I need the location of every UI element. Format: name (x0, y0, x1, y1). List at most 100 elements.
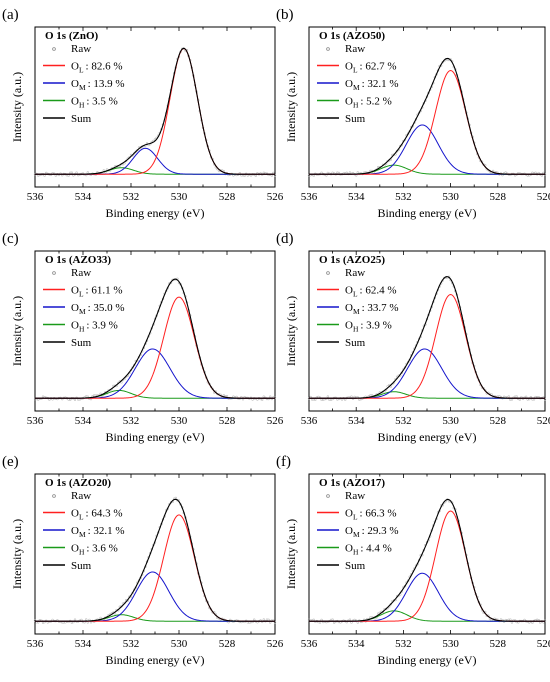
panel-label: (f) (276, 454, 291, 470)
raw-point (314, 398, 317, 401)
y-axis-label: Intensity (a.u.) (284, 519, 298, 589)
component-curve-om (309, 124, 545, 175)
legend-subscript: L (79, 66, 84, 75)
legend-entry: OL: 66.3 % (317, 508, 397, 522)
x-tick-label: 532 (395, 415, 412, 427)
legend-subscript: M (79, 307, 86, 316)
x-tick-label: 528 (219, 415, 236, 427)
chart-title: O 1s (AZO33) (45, 254, 111, 266)
sum-curve (309, 498, 545, 622)
chart-title: O 1s (AZO17) (319, 477, 385, 489)
raw-point (509, 618, 512, 621)
legend-letter: O (345, 525, 353, 537)
legend-label: Raw (71, 43, 91, 55)
x-tick-label: 534 (75, 415, 92, 427)
x-tick-label: 536 (301, 638, 318, 650)
raw-point (348, 171, 352, 174)
legend-marker (326, 271, 330, 275)
raw-point (350, 395, 353, 398)
x-tick-label: 532 (123, 638, 140, 650)
legend-entry: OM: 35.0 % (43, 302, 125, 316)
legend-subscript: H (79, 325, 85, 334)
legend-subscript: M (353, 307, 360, 316)
raw-point (515, 395, 518, 398)
chart-panel: (f) 536 534 532 530 528 526 Binding energy (eV)… (276, 454, 550, 667)
legend-entry: Sum (317, 560, 366, 572)
legend-label: OM: 29.3 % (345, 525, 399, 539)
raw-point (542, 171, 545, 175)
legend-entry: Sum (317, 113, 366, 125)
legend-entry: OH: 3.5 % (43, 96, 118, 110)
legend-subscript: M (353, 530, 360, 539)
legend-letter: O (71, 508, 79, 520)
legend-subscript: H (353, 325, 359, 334)
raw-point (318, 621, 322, 624)
legend-label: Sum (345, 113, 366, 125)
legend-value: : 35.0 % (88, 302, 125, 314)
raw-point (243, 174, 246, 178)
x-tick-label: 530 (442, 191, 459, 203)
raw-point (350, 621, 353, 624)
legend-entry: OL: 62.4 % (317, 285, 397, 299)
raw-point (524, 395, 528, 399)
raw-point (356, 621, 359, 624)
x-tick-label: 534 (348, 415, 365, 427)
legend-entry: Raw (52, 490, 91, 502)
legend-entry: Sum (43, 560, 92, 572)
raw-data-points (307, 498, 547, 624)
legend-label: Raw (345, 43, 365, 55)
raw-point (36, 621, 40, 624)
legend-subscript: L (353, 290, 358, 299)
x-tick-label: 526 (537, 415, 550, 427)
legend-letter: O (345, 508, 353, 520)
x-tick-label: 536 (27, 415, 44, 427)
legend-label: OL: 66.3 % (345, 508, 397, 522)
raw-data-points (307, 275, 547, 401)
legend-entry: OH: 3.9 % (43, 320, 118, 334)
raw-point (262, 395, 265, 398)
legend-label: Sum (71, 560, 92, 572)
legend-letter: O (71, 320, 79, 332)
x-tick-label: 526 (267, 191, 284, 203)
legend-entry: OL: 61.1 % (43, 285, 123, 299)
raw-point (68, 398, 72, 402)
legend-label: OL: 64.3 % (71, 508, 123, 522)
raw-point (73, 618, 77, 621)
raw-point (518, 398, 522, 401)
chart-panel: (b) 536 534 532 530 528 526 Binding energy (eV)… (276, 7, 550, 220)
x-tick-label: 536 (301, 415, 318, 427)
legend-letter: O (71, 61, 79, 73)
legend-entry: OL: 64.3 % (43, 508, 123, 522)
component-curve-om (35, 571, 275, 622)
legend-label: Sum (345, 337, 366, 349)
legend-letter: O (345, 302, 353, 314)
component-curve-oh (35, 389, 275, 399)
x-tick-label: 532 (395, 638, 412, 650)
x-axis-label: Binding energy (eV) (105, 653, 204, 667)
x-tick-label: 536 (27, 191, 44, 203)
sum-curve (35, 498, 275, 622)
raw-point (534, 171, 537, 175)
legend-label: OL: 82.6 % (71, 61, 123, 75)
legend-label: Raw (71, 267, 91, 279)
x-tick-label: 532 (395, 191, 412, 203)
panel-label: (e) (2, 454, 19, 470)
legend-letter: O (345, 543, 353, 555)
x-tick-label: 534 (75, 191, 92, 203)
chart-title: O 1s (AZO50) (319, 30, 385, 42)
legend-marker (52, 271, 56, 275)
legend-value: : 3.9 % (360, 320, 391, 332)
raw-point (75, 171, 78, 174)
legend-letter: O (71, 543, 79, 555)
x-tick-label: 530 (171, 191, 188, 203)
component-curve-om (309, 572, 545, 622)
legend-label: Sum (71, 337, 92, 349)
legend-letter: O (345, 78, 353, 90)
legend-entry: OH: 3.6 % (43, 543, 118, 557)
legend-subscript: H (353, 101, 359, 110)
legend-label: Raw (345, 490, 365, 502)
legend-label: OL: 61.1 % (71, 285, 123, 299)
legend-value: : 82.6 % (86, 61, 123, 73)
legend-label: Raw (345, 267, 365, 279)
legend-label: OM: 13.9 % (71, 78, 125, 92)
